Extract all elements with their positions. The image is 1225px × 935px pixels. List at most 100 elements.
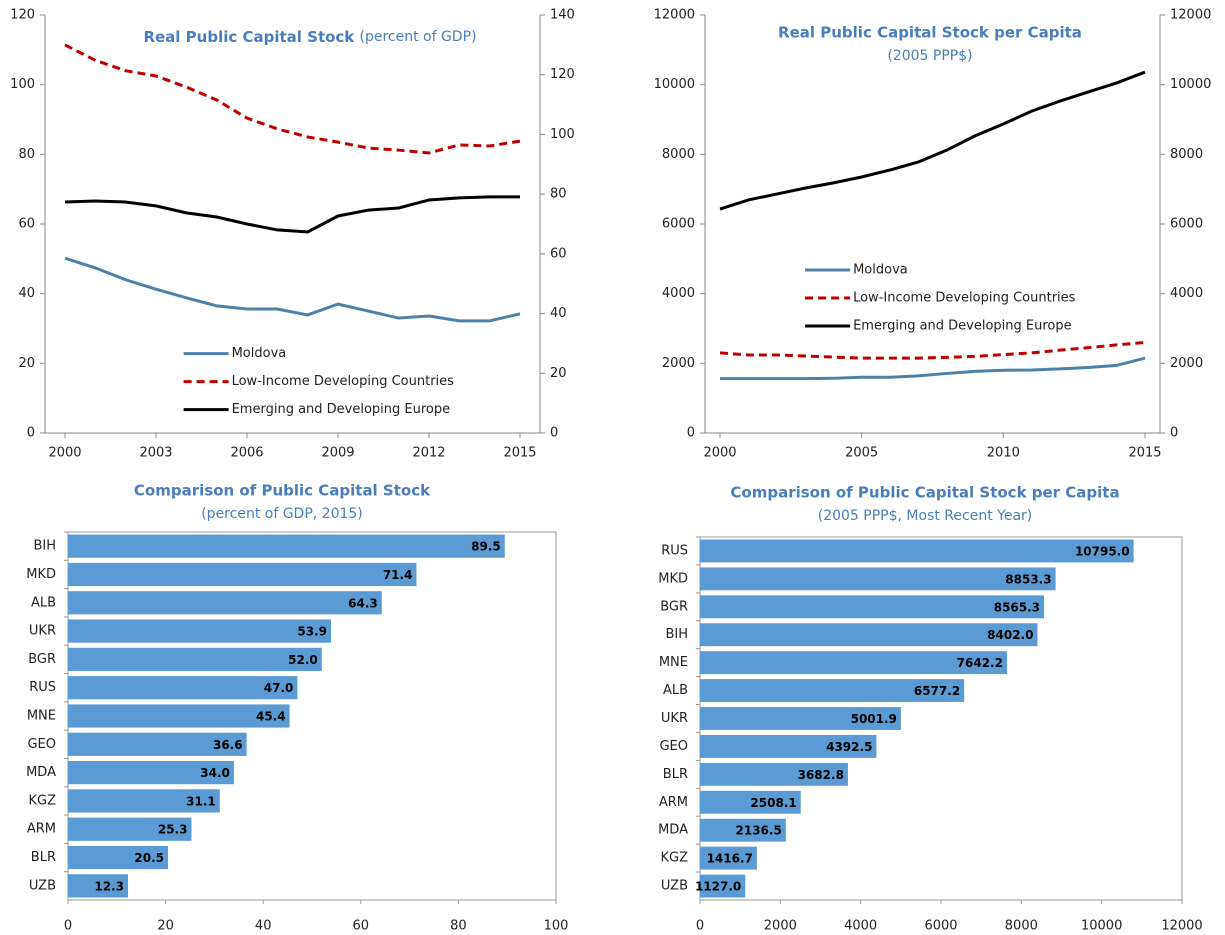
category-label: KGZ [660,851,688,866]
value-label: 3682.8 [798,768,844,782]
value-label: 10795.0 [1075,544,1130,558]
category-label: BGR [28,652,56,667]
series-line [64,256,521,323]
y2-tick-label: 10000 [1170,77,1211,92]
y2-tick-label: 2000 [1170,356,1203,371]
value-label: 2508.1 [750,796,796,810]
bar [700,762,848,786]
y-tick-label: 10000 [654,77,695,92]
bar [68,845,169,870]
value-label: 45.4 [256,710,286,724]
y-tick-label: 80 [18,147,35,162]
y-tick-label: 100 [10,77,35,92]
chart-subtitle: (percent of GDP, 2015) [201,506,363,522]
value-label: 1416.7 [707,852,753,866]
bar [700,623,1038,647]
bar [68,676,298,700]
x-tick-label: 0 [64,919,72,934]
y-tick-label: 20 [18,356,35,371]
y-tick-label: 6000 [662,217,695,232]
series-line [64,195,520,234]
subtitle-text: (percent of GDP) [360,29,477,45]
value-label: 8853.3 [1005,572,1051,586]
bar [68,619,332,643]
y-tick-label: 8000 [662,147,695,162]
bar [700,818,786,842]
x-tick-label: 2015 [1128,446,1161,461]
legend-label: Low-Income Developing Countries [853,290,1076,305]
series-line [719,340,1146,360]
value-label: 36.6 [213,738,243,752]
bar [68,647,322,671]
category-label: GEO [659,739,688,754]
category-label: BIH [33,539,56,554]
category-label: RUS [29,680,56,695]
chart-subtitle: (2005 PPP$, Most Recent Year) [818,508,1033,524]
y2-tick-label: 12000 [1170,8,1211,23]
value-label: 89.5 [471,540,501,554]
category-label: MKD [26,567,56,582]
category-label: KGZ [28,793,56,808]
y2-tick-label: 140 [550,8,575,23]
bar [68,817,192,841]
category-label: UZB [661,879,688,894]
y-tick-label: 4000 [662,286,695,301]
y-tick-label: 12000 [654,8,695,23]
y2-tick-label: 120 [550,67,575,82]
value-label: 1127.0 [695,880,741,894]
x-tick-label: 12000 [1161,919,1202,934]
value-label: 71.4 [383,568,413,582]
bar [700,846,757,870]
value-label: 52.0 [288,653,318,667]
bar [700,651,1007,675]
category-label: BLR [31,850,56,865]
value-label: 34.0 [200,766,230,780]
bar [700,874,746,898]
value-label: 5001.9 [851,712,897,726]
value-label: 2136.5 [736,824,782,838]
chart-title: Real Public Capital Stock per Capita [778,24,1082,42]
y2-tick-label: 0 [550,426,558,441]
chart-subtitle: (2005 PPP$) [887,48,972,64]
category-label: BIH [665,627,688,642]
x-tick-label: 2010 [987,446,1020,461]
x-tick-label: 2006 [230,446,263,461]
chart-title: Real Public Capital Stock (percent of GD… [143,28,476,46]
y2-tick-label: 8000 [1170,147,1203,162]
series-line [719,70,1146,211]
bar [700,734,877,758]
bar [700,790,801,814]
category-label: ALB [663,683,688,698]
category-label: GEO [27,737,56,752]
category-label: RUS [661,543,688,558]
category-label: UKR [661,711,688,726]
legend-label: Moldova [853,262,908,277]
y-tick-label: 60 [18,217,35,232]
bar [700,679,965,703]
bar [68,562,417,587]
category-label: MKD [658,571,688,586]
y-tick-label: 2000 [662,356,695,371]
bar [68,591,382,615]
value-label: 6577.2 [914,684,960,698]
category-label: MNE [27,709,56,724]
legend-label: Emerging and Developing Europe [853,318,1072,333]
legend-label: Emerging and Developing Europe [232,402,451,417]
x-tick-label: 6000 [924,919,957,934]
x-tick-label: 2000 [703,446,736,461]
bar [68,761,234,785]
category-label: MDA [658,823,688,838]
y2-tick-label: 0 [1170,426,1178,441]
x-tick-label: 80 [450,919,467,934]
y-tick-label: 40 [18,286,35,301]
value-label: 8402.0 [987,628,1033,642]
bar [700,539,1134,563]
y-tick-label: 0 [27,426,35,441]
value-label: 31.1 [186,794,216,808]
x-tick-label: 20 [157,919,174,934]
x-tick-label: 100 [544,919,569,934]
value-label: 64.3 [348,596,378,610]
value-label: 4392.5 [826,740,872,754]
series-line [64,43,521,155]
bar [68,534,505,558]
